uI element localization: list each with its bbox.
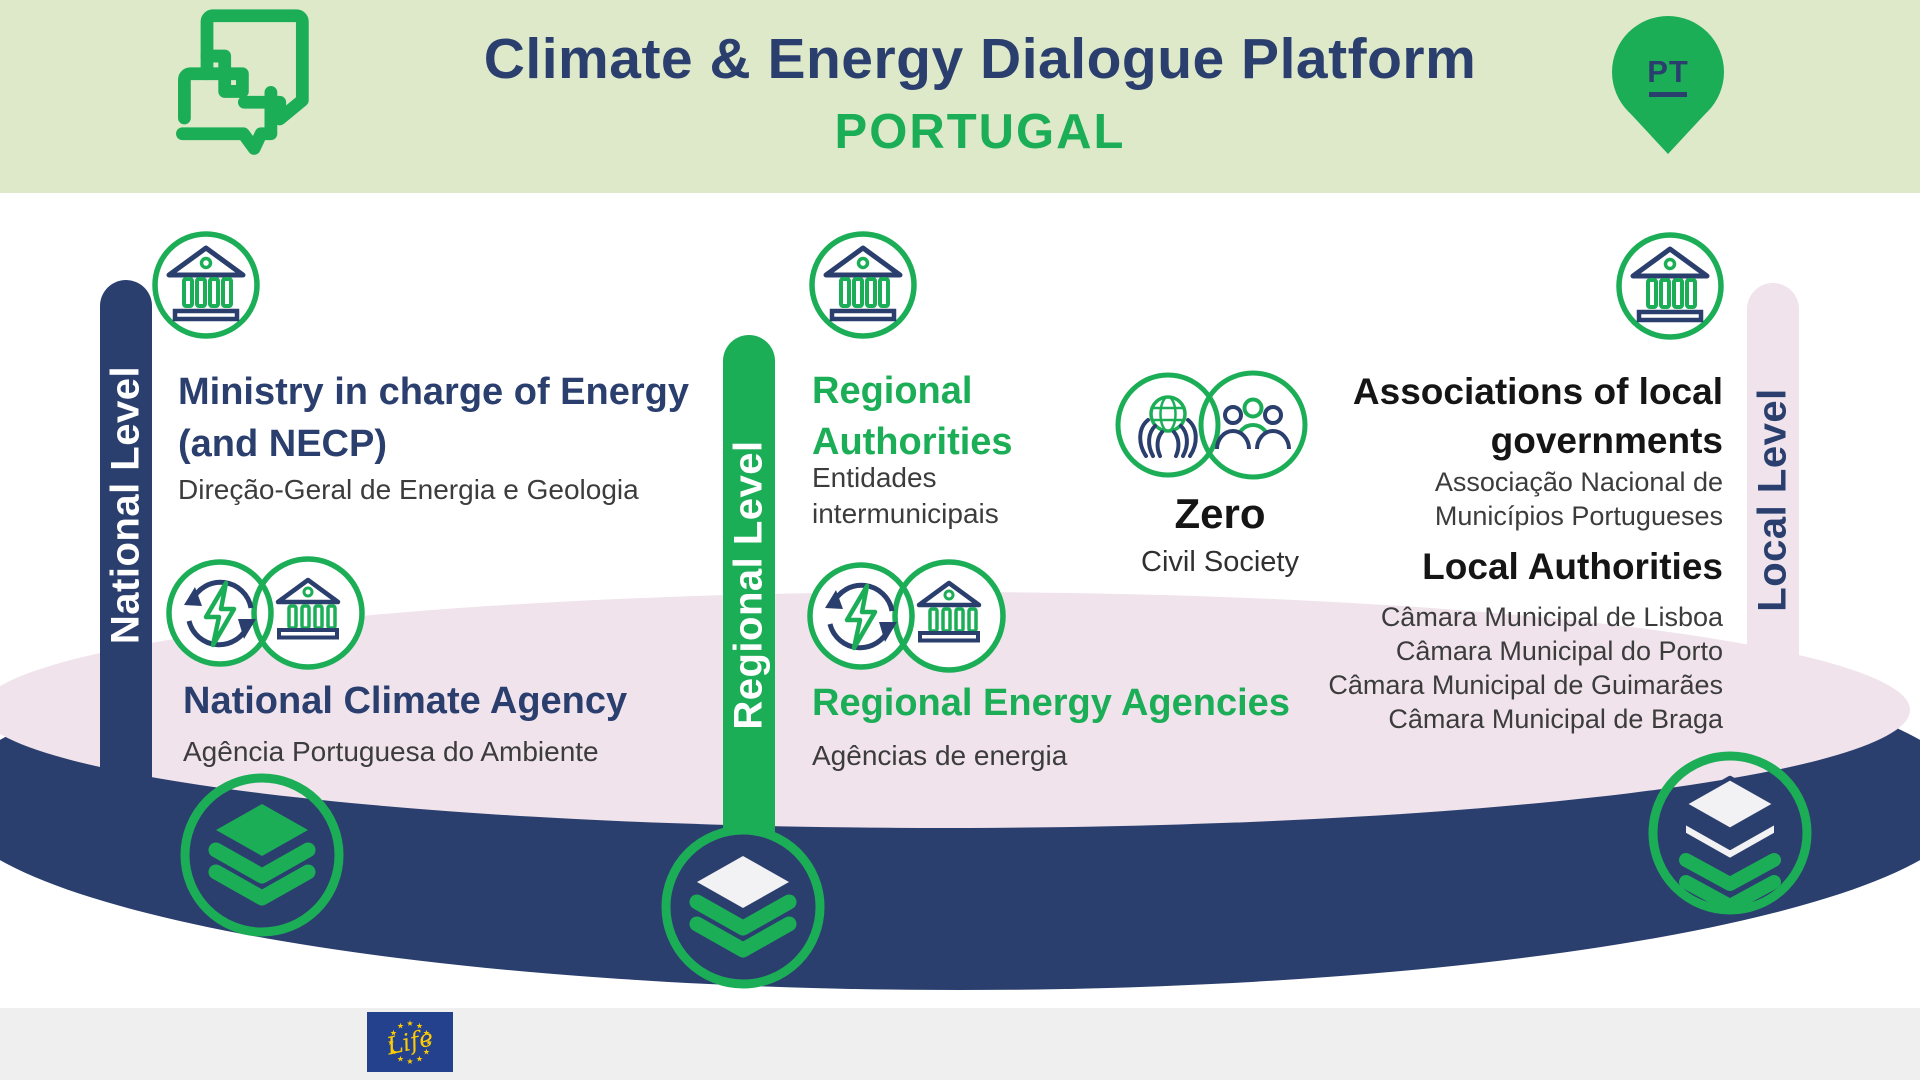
local-level-label: Local Level (1750, 388, 1795, 612)
svg-text:★: ★ (406, 1057, 413, 1066)
layers-stack-icon (661, 825, 825, 989)
government-building-icon (152, 231, 260, 339)
pin-label: PT (1647, 54, 1689, 89)
regional-energy-agencies-subtitle: Agências de energia (812, 740, 1068, 771)
government-building-icon (916, 580, 982, 643)
svg-text:★: ★ (397, 1055, 404, 1064)
regional-authorities-subtitle: Entidades intermunicipais (812, 462, 999, 530)
national-climate-agency-subtitle: Agência Portuguesa do Ambiente (183, 736, 599, 767)
municipalities-list: Câmara Municipal de Lisboa Câmara Munici… (1243, 600, 1723, 736)
svg-text:★: ★ (387, 1038, 394, 1047)
associations-title: Associations of local governments (1352, 371, 1723, 461)
platform-top (0, 592, 1910, 828)
municipality-item: Câmara Municipal de Braga (1388, 704, 1723, 735)
national-climate-agency-title: National Climate Agency (183, 680, 628, 722)
energy-cycle-icon (184, 579, 256, 648)
ministry-title: Ministry in charge of Energy (and NECP) (178, 371, 689, 466)
energy-cycle-and-building-icons (166, 556, 365, 670)
regional-level-label: Regional Level (726, 440, 771, 730)
civil-society-subtitle: Civil Society (1141, 546, 1299, 578)
regional-level-bar: Regional Level (723, 335, 775, 833)
svg-text:★: ★ (406, 1019, 413, 1028)
layers-stack-icon (1648, 751, 1812, 915)
svg-text:★: ★ (423, 1029, 430, 1038)
dialogue-bubbles-logo-icon (176, 9, 309, 155)
government-building-icon (275, 577, 341, 640)
layers-stack-icon (180, 773, 344, 937)
associations-subtitle: Associação Nacional de Municípios Portug… (1434, 467, 1723, 531)
svg-text:★: ★ (390, 1048, 397, 1057)
ministry-subtitle: Direção-Geral de Energia e Geologia (178, 474, 639, 505)
regional-authorities-title: Regional Authorities (812, 370, 1013, 464)
civil-society-org-title: Zero (1174, 490, 1266, 537)
svg-text:★: ★ (416, 1022, 423, 1031)
civil-society-icons (1115, 370, 1308, 480)
municipality-item: Câmara Municipal de Guimarães (1328, 670, 1723, 701)
government-building-icon (809, 231, 917, 339)
country-title: PORTUGAL (834, 105, 1126, 159)
municipality-item: Câmara Municipal de Lisboa (1380, 602, 1723, 632)
energy-cycle-and-building-icons (807, 559, 1006, 673)
svg-text:★: ★ (425, 1038, 432, 1047)
page-title: Climate & Energy Dialogue Platform (483, 27, 1477, 91)
national-level-bar: National Level (100, 280, 152, 860)
local-authorities-title: Local Authorities (1422, 546, 1723, 587)
pt-map-pin-icon: PT (1612, 16, 1724, 154)
local-level-bar: Local Level (1747, 283, 1799, 713)
national-level-label: National Level (103, 365, 148, 645)
footer-band: ★★★ ★★★ ★★★ ★★★ Life Co-funded by the Eu… (0, 1008, 1920, 1080)
svg-text:★: ★ (390, 1029, 397, 1038)
government-building-icon (1616, 232, 1724, 340)
people-icon (1215, 397, 1291, 450)
hands-globe-icon (1138, 395, 1198, 458)
regional-energy-agencies-title: Regional Energy Agencies (812, 682, 1290, 724)
svg-text:★: ★ (416, 1055, 423, 1064)
municipality-item: Câmara Municipal do Porto (1395, 636, 1723, 667)
svg-text:★: ★ (423, 1048, 430, 1057)
header-band: Climate & Energy Dialogue Platform PORTU… (0, 0, 1920, 193)
eu-life-flag-icon: ★ ★★ ★★★ ★★★ ★★★ Life (367, 1012, 453, 1072)
svg-text:★: ★ (397, 1022, 404, 1031)
energy-cycle-icon (825, 582, 897, 651)
